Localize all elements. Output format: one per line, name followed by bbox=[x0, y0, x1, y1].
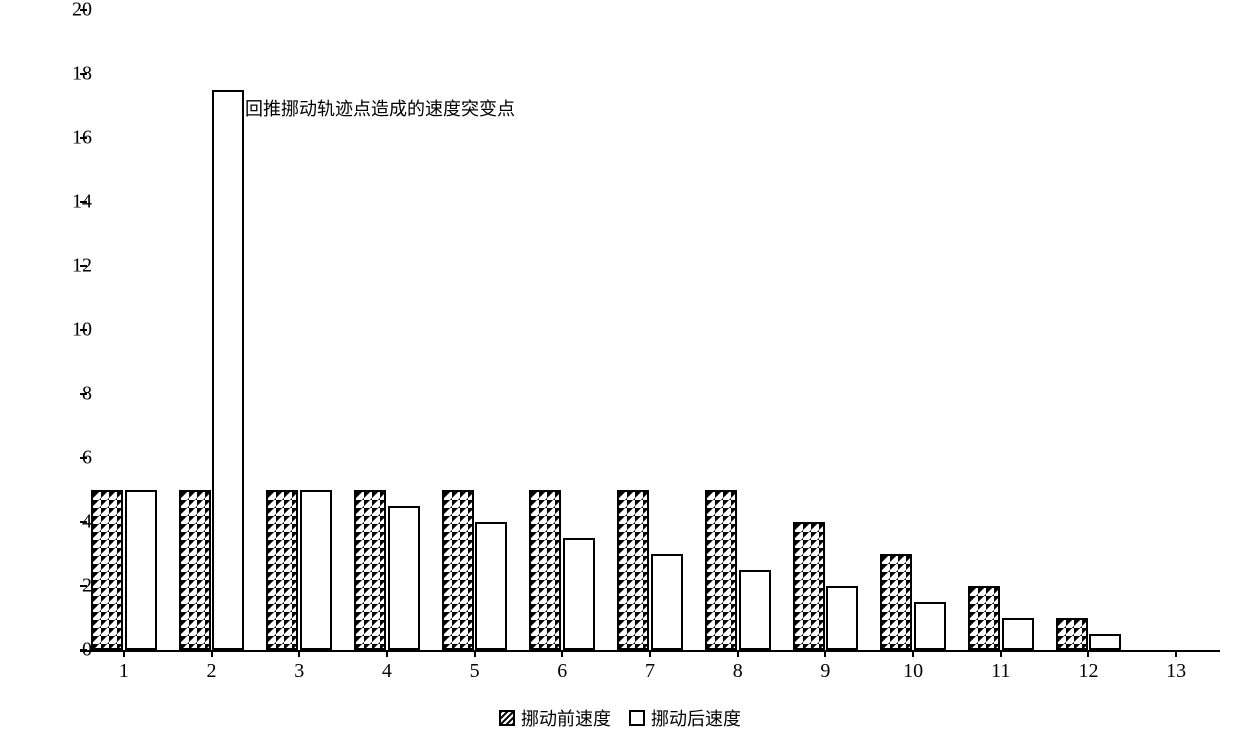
hatch-icon bbox=[619, 492, 647, 648]
y-tick-mark bbox=[80, 649, 87, 651]
legend-label-after: 挪动后速度 bbox=[651, 705, 741, 731]
legend-item-after: 挪动后速度 bbox=[629, 705, 741, 731]
y-tick-mark bbox=[80, 585, 87, 587]
hatch-icon bbox=[795, 524, 823, 648]
legend-swatch-hatched bbox=[499, 710, 515, 726]
y-tick-mark bbox=[80, 137, 87, 139]
y-tick-mark bbox=[80, 265, 87, 267]
bar-before bbox=[705, 490, 737, 650]
x-tick-mark bbox=[1175, 650, 1177, 657]
x-tick-mark bbox=[912, 650, 914, 657]
y-tick-mark bbox=[80, 457, 87, 459]
y-tick-mark bbox=[80, 521, 87, 523]
bar-before bbox=[266, 490, 298, 650]
hatch-icon bbox=[268, 492, 296, 648]
bar-after bbox=[212, 90, 244, 650]
hatch-icon bbox=[707, 492, 735, 648]
y-tick-mark bbox=[80, 73, 87, 75]
hatch-icon bbox=[531, 492, 559, 648]
bar-after bbox=[563, 538, 595, 650]
y-tick-mark bbox=[80, 393, 87, 395]
bar-before bbox=[793, 522, 825, 650]
legend-label-before: 挪动前速度 bbox=[521, 705, 611, 731]
x-tick-label: 4 bbox=[382, 660, 392, 683]
annotation-text: 回推挪动轨迹点造成的速度突变点 bbox=[245, 95, 515, 121]
x-tick-mark bbox=[649, 650, 651, 657]
bar-after bbox=[1002, 618, 1034, 650]
x-tick-mark bbox=[123, 650, 125, 657]
y-tick-mark bbox=[80, 201, 87, 203]
bar-after bbox=[739, 570, 771, 650]
x-tick-label: 9 bbox=[820, 660, 830, 683]
x-tick-label: 5 bbox=[470, 660, 480, 683]
x-tick-mark bbox=[737, 650, 739, 657]
y-tick-mark bbox=[80, 9, 87, 11]
legend-item-before: 挪动前速度 bbox=[499, 705, 611, 731]
x-tick-mark bbox=[1087, 650, 1089, 657]
y-tick-mark bbox=[80, 329, 87, 331]
chart-container: 回推挪动轨迹点造成的速度突变点 挪动前速度 挪动后速度 024681012141… bbox=[0, 0, 1240, 745]
x-tick-label: 12 bbox=[1078, 660, 1098, 683]
bar-after bbox=[125, 490, 157, 650]
legend: 挪动前速度 挪动后速度 bbox=[499, 705, 741, 731]
hatch-icon bbox=[1058, 620, 1086, 648]
x-tick-label: 11 bbox=[991, 660, 1010, 683]
x-tick-label: 13 bbox=[1166, 660, 1186, 683]
bar-before bbox=[529, 490, 561, 650]
bar-before bbox=[179, 490, 211, 650]
bar-before bbox=[91, 490, 123, 650]
bar-before bbox=[1056, 618, 1088, 650]
hatch-icon bbox=[181, 492, 209, 648]
bar-after bbox=[300, 490, 332, 650]
bar-after bbox=[388, 506, 420, 650]
x-tick-mark bbox=[386, 650, 388, 657]
x-tick-mark bbox=[298, 650, 300, 657]
x-tick-label: 7 bbox=[645, 660, 655, 683]
hatch-icon bbox=[356, 492, 384, 648]
bar-before bbox=[617, 490, 649, 650]
bar-after bbox=[1089, 634, 1121, 650]
bar-before bbox=[880, 554, 912, 650]
hatch-icon bbox=[501, 712, 513, 724]
x-tick-label: 8 bbox=[733, 660, 743, 683]
x-tick-label: 1 bbox=[119, 660, 129, 683]
x-tick-label: 2 bbox=[207, 660, 217, 683]
bar-after bbox=[826, 586, 858, 650]
hatch-icon bbox=[93, 492, 121, 648]
x-tick-mark bbox=[824, 650, 826, 657]
bar-before bbox=[442, 490, 474, 650]
legend-swatch-open bbox=[629, 710, 645, 726]
x-tick-mark bbox=[211, 650, 213, 657]
x-tick-mark bbox=[561, 650, 563, 657]
bar-after bbox=[651, 554, 683, 650]
x-tick-label: 6 bbox=[557, 660, 567, 683]
x-tick-label: 10 bbox=[903, 660, 923, 683]
x-tick-label: 3 bbox=[294, 660, 304, 683]
x-tick-mark bbox=[474, 650, 476, 657]
bar-before bbox=[968, 586, 1000, 650]
bar-after bbox=[914, 602, 946, 650]
hatch-icon bbox=[882, 556, 910, 648]
bar-before bbox=[354, 490, 386, 650]
x-tick-mark bbox=[1000, 650, 1002, 657]
bar-after bbox=[475, 522, 507, 650]
hatch-icon bbox=[970, 588, 998, 648]
hatch-icon bbox=[444, 492, 472, 648]
